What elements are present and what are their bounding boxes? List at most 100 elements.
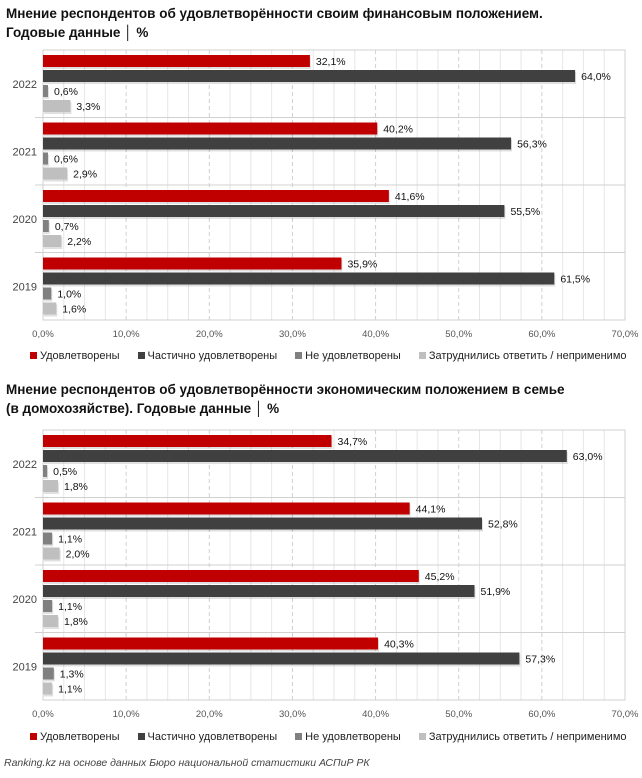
data-label: 0,5% xyxy=(53,466,77,478)
data-label: 52,8% xyxy=(488,519,518,531)
legend-item: Частично удовлетворены xyxy=(137,350,278,362)
x-tick-label: 60,0% xyxy=(528,329,555,340)
legend-swatch xyxy=(30,352,37,359)
category-label: 2020 xyxy=(13,214,37,226)
bar xyxy=(43,502,410,515)
bar xyxy=(43,435,332,447)
data-label: 55,5% xyxy=(510,206,540,218)
bar xyxy=(43,637,379,650)
legend-item: Частично удовлетворены xyxy=(137,731,277,743)
legend-swatch xyxy=(418,733,426,740)
bar xyxy=(43,615,58,627)
x-tick-label: 60,0% xyxy=(528,709,555,720)
data-label: 1,8% xyxy=(64,616,88,628)
bar xyxy=(43,55,310,67)
x-tick-label: 40,0% xyxy=(362,709,389,720)
data-label: 3,3% xyxy=(76,101,100,113)
chart1-title: Мнение респондентов об удовлетворённости… xyxy=(6,4,543,42)
data-label: 63,0% xyxy=(573,451,603,463)
x-tick-label: 0,0% xyxy=(32,329,54,340)
bar xyxy=(43,480,58,492)
bar xyxy=(43,600,53,612)
bar xyxy=(43,532,53,545)
data-label: 45,2% xyxy=(425,571,455,583)
category-label: 2019 xyxy=(13,281,37,293)
legend-swatch xyxy=(418,352,426,359)
chart1: 2022 32,1% 64,0% 0,6% 3,3% 2021 40,2% 56,3% 0,6%… xyxy=(13,49,639,340)
x-tick-label: 30,0% xyxy=(279,329,306,340)
legend-label: Частично удовлетворены xyxy=(147,350,278,362)
bar xyxy=(43,85,48,97)
x-tick-label: 20,0% xyxy=(196,329,223,340)
bar xyxy=(43,272,555,285)
legend-swatch xyxy=(295,733,303,740)
bar xyxy=(43,450,567,462)
data-label: 1,0% xyxy=(57,289,81,301)
chart2: 2022 34,7% 63,0% 0,5% 1,8% 2021 44,1% 52,8% 1,1%… xyxy=(13,429,639,720)
legend-label: Удовлетворены xyxy=(40,350,120,362)
data-label: 57,3% xyxy=(525,654,555,666)
category-label: 2019 xyxy=(13,661,37,673)
data-label: 2,9% xyxy=(73,169,97,181)
chart2-legend: Удовлетворены Частично удовлетворены Не уд… xyxy=(30,731,627,743)
data-label: 64,0% xyxy=(581,71,611,83)
data-label: 44,1% xyxy=(416,504,446,516)
x-tick-label: 50,0% xyxy=(445,329,472,340)
legend-item: Не удовлетворены xyxy=(295,350,401,362)
data-label: 0,6% xyxy=(54,86,78,98)
bar xyxy=(43,287,52,300)
category-label: 2022 xyxy=(13,79,37,91)
bar xyxy=(43,302,57,315)
chart2-subtitle: (в домохозяйстве). Годовые данные │ % xyxy=(6,401,280,416)
legend-item: Затруднились ответить / неприменимо xyxy=(418,731,627,743)
legend-label: Затруднились ответить / неприменимо xyxy=(428,731,627,743)
bar xyxy=(43,167,68,180)
legend-label: Удовлетворены xyxy=(40,731,120,743)
chart1-title-line1: Мнение респондентов об удовлетворённости… xyxy=(6,6,543,21)
x-tick-label: 70,0% xyxy=(612,329,639,340)
data-label: 41,6% xyxy=(395,191,425,203)
x-tick-label: 30,0% xyxy=(279,709,306,720)
data-label: 1,6% xyxy=(62,304,86,316)
data-label: 2,2% xyxy=(67,236,91,248)
data-label: 51,9% xyxy=(481,586,511,598)
data-label: 0,7% xyxy=(55,221,79,233)
data-label: 40,3% xyxy=(384,639,414,651)
legend-item: Удовлетворены xyxy=(30,731,120,743)
bar xyxy=(43,652,520,665)
data-label: 40,2% xyxy=(383,124,413,136)
bar xyxy=(43,585,475,597)
bar xyxy=(43,70,576,82)
bar xyxy=(43,235,62,247)
bar xyxy=(43,517,482,530)
bar xyxy=(43,257,342,270)
x-tick-label: 70,0% xyxy=(612,709,639,720)
data-label: 35,9% xyxy=(347,259,377,271)
data-label: 34,7% xyxy=(338,436,368,448)
legend-swatch xyxy=(137,352,145,359)
bar xyxy=(43,190,389,202)
legend-label: Не удовлетворены xyxy=(305,731,401,743)
bar xyxy=(43,152,48,165)
chart1-legend: Удовлетворены Частично удовлетворены Не уд… xyxy=(30,350,627,362)
data-label: 61,5% xyxy=(560,274,590,286)
category-label: 2021 xyxy=(13,146,37,158)
data-label: 32,1% xyxy=(316,56,346,68)
x-tick-label: 0,0% xyxy=(32,709,54,720)
x-tick-label: 20,0% xyxy=(196,709,223,720)
bar xyxy=(43,205,505,217)
bar xyxy=(43,667,54,680)
footer-source: Ranking.kz на основе данных Бюро национа… xyxy=(4,757,370,769)
data-label: 56,3% xyxy=(517,139,547,151)
data-label: 1,1% xyxy=(58,601,82,613)
bar xyxy=(43,137,512,150)
chart1-subtitle: Годовые данные │ % xyxy=(6,25,149,40)
legend-item: Удовлетворены xyxy=(30,350,120,362)
data-label: 2,0% xyxy=(66,549,90,561)
legend-label: Не удовлетворены xyxy=(305,350,401,362)
x-tick-label: 50,0% xyxy=(445,709,472,720)
legend-swatch xyxy=(30,733,37,740)
bar xyxy=(43,547,60,560)
legend-label: Затруднились ответить / неприменимо xyxy=(428,350,627,362)
bar xyxy=(43,220,49,232)
